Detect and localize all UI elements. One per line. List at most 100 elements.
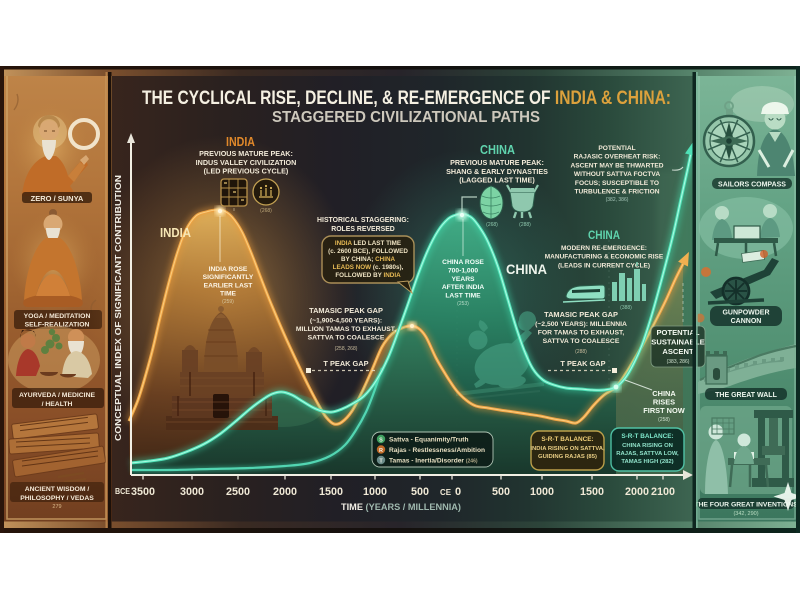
svg-text:ASCENT: ASCENT — [662, 347, 694, 356]
svg-text:Sattva - Equanimity/Truth: Sattva - Equanimity/Truth — [389, 437, 469, 444]
svg-text:TIME (YEARS / MILLENNIA): TIME (YEARS / MILLENNIA) — [341, 502, 461, 513]
svg-text:SATTVA TO COALESCE: SATTVA TO COALESCE — [543, 338, 620, 345]
svg-text:(253): (253) — [457, 301, 469, 307]
svg-text:INDIA RISING ON SATTVA,: INDIA RISING ON SATTVA, — [530, 446, 605, 452]
svg-text:(342, 290): (342, 290) — [733, 511, 758, 517]
svg-text:STAGGERED CIVILIZATIONAL PATHS: STAGGERED CIVILIZATIONAL PATHS — [272, 109, 540, 126]
svg-text:(288): (288) — [575, 349, 587, 355]
svg-text:3500: 3500 — [131, 486, 155, 498]
svg-text:RAJASIC OVERHEAT RISK:: RAJASIC OVERHEAT RISK: — [574, 154, 661, 161]
svg-text:INDIA LED LAST TIME: INDIA LED LAST TIME — [335, 240, 401, 247]
svg-text:CHINA: CHINA — [588, 230, 620, 242]
svg-text:(258): (258) — [658, 417, 670, 423]
svg-text:SUSTAINABLE: SUSTAINABLE — [651, 338, 704, 347]
svg-text:TURBULENCE & FRICTION: TURBULENCE & FRICTION — [575, 189, 660, 196]
svg-text:ZERO / SUNYA: ZERO / SUNYA — [31, 194, 84, 203]
svg-text:TAMASIC PEAK GAP: TAMASIC PEAK GAP — [309, 306, 383, 315]
svg-text:ROLES REVERSED: ROLES REVERSED — [331, 226, 395, 233]
svg-text:S: S — [379, 437, 383, 443]
svg-text:2000: 2000 — [273, 486, 297, 498]
svg-text:THE FOUR GREAT INVENTIONS: THE FOUR GREAT INVENTIONS — [694, 502, 798, 509]
svg-text:HISTORICAL STAGGERING:: HISTORICAL STAGGERING: — [317, 217, 409, 224]
svg-text:2500: 2500 — [226, 486, 250, 498]
svg-text:0: 0 — [455, 486, 461, 498]
svg-text:FIRST NOW: FIRST NOW — [643, 406, 684, 415]
svg-text:T: T — [379, 458, 383, 464]
svg-text:CHINA: CHINA — [652, 389, 676, 398]
svg-text:POTENTIAL: POTENTIAL — [656, 328, 699, 337]
svg-text:/ HEALTH: / HEALTH — [42, 401, 73, 408]
svg-text:CANNON: CANNON — [731, 318, 762, 325]
svg-text:CHINA RISING ON: CHINA RISING ON — [622, 443, 673, 449]
svg-text:1500: 1500 — [580, 486, 604, 498]
svg-text:SHANG & EARLY DYNASTIES: SHANG & EARLY DYNASTIES — [446, 167, 548, 176]
svg-text:LEADS NOW (c. 1980s),: LEADS NOW (c. 1980s), — [333, 264, 404, 271]
svg-text:AFTER INDIA: AFTER INDIA — [442, 284, 485, 291]
svg-text:T PEAK GAP: T PEAK GAP — [560, 359, 605, 368]
svg-text:CHINA: CHINA — [506, 262, 547, 277]
svg-text:Tamas - Inertia/Disorder (246): Tamas - Inertia/Disorder (246) — [389, 458, 478, 465]
svg-text:BCE: BCE — [115, 487, 131, 496]
svg-text:500: 500 — [411, 486, 429, 498]
svg-text:500: 500 — [492, 486, 510, 498]
svg-text:THE GREAT WALL: THE GREAT WALL — [715, 392, 777, 399]
svg-text:INDUS VALLEY CIVILIZATION: INDUS VALLEY CIVILIZATION — [196, 158, 297, 167]
svg-text:R: R — [379, 448, 383, 454]
svg-text:(288): (288) — [519, 222, 531, 228]
svg-text:(LED PREVIOUS CYCLE): (LED PREVIOUS CYCLE) — [204, 167, 289, 176]
svg-text:(c. 2600 BCE), FOLLOWED: (c. 2600 BCE), FOLLOWED — [328, 248, 408, 255]
svg-text:Rajas - Restlessness/Ambition: Rajas - Restlessness/Ambition — [389, 447, 485, 454]
svg-text:YOGA / MEDITATION: YOGA / MEDITATION — [24, 313, 91, 320]
svg-text:FOLLOWED BY INDIA: FOLLOWED BY INDIA — [335, 272, 401, 279]
svg-text:(LEADS IN CURRENT CYCLE): (LEADS IN CURRENT CYCLE) — [558, 262, 650, 269]
svg-text:GUNPOWDER: GUNPOWDER — [722, 310, 769, 317]
svg-text:CONCEPTUAL INDEX OF SIGNIFICAN: CONCEPTUAL INDEX OF SIGNIFICANT CONTRIBU… — [113, 175, 123, 441]
svg-text:ASCENT MAY BE THWARTED: ASCENT MAY BE THWARTED — [570, 162, 663, 169]
svg-text:BY CHINA; CHINA: BY CHINA; CHINA — [341, 256, 396, 263]
svg-text:CHINA ROSE: CHINA ROSE — [442, 259, 484, 266]
svg-text:YEARS: YEARS — [451, 276, 475, 283]
svg-text:1000: 1000 — [530, 486, 554, 498]
svg-text:(383, 286): (383, 286) — [667, 359, 690, 365]
svg-text:(268): (268) — [486, 222, 498, 228]
svg-text:TAMASIC PEAK GAP: TAMASIC PEAK GAP — [544, 310, 618, 319]
svg-text:AYURVEDA / MEDICINE: AYURVEDA / MEDICINE — [19, 392, 96, 399]
svg-text:CHINA: CHINA — [480, 143, 515, 157]
svg-text:PHILOSOPHY / VEDAS: PHILOSOPHY / VEDAS — [20, 495, 94, 502]
svg-text:THE CYCLICAL RISE, DECLINE, &: THE CYCLICAL RISE, DECLINE, & RE-EMERGEN… — [142, 88, 671, 109]
svg-text:FOR TAMAS TO EXHAUST,: FOR TAMAS TO EXHAUST, — [538, 330, 625, 337]
svg-text:2000: 2000 — [625, 486, 649, 498]
svg-text:PREVIOUS MATURE PEAK:: PREVIOUS MATURE PEAK: — [199, 149, 293, 158]
svg-text:POTENTIAL: POTENTIAL — [598, 145, 635, 152]
svg-text:(268): (268) — [260, 208, 272, 214]
svg-text:SATTVA TO COALESCE: SATTVA TO COALESCE — [308, 335, 385, 342]
svg-text:(388): (388) — [620, 305, 632, 311]
svg-text:INDIA: INDIA — [160, 226, 191, 240]
svg-text:(259): (259) — [222, 299, 234, 305]
svg-text:SAILORS COMPASS: SAILORS COMPASS — [718, 182, 786, 189]
svg-text:FOCUS; SUSCEPTIBLE TO: FOCUS; SUSCEPTIBLE TO — [575, 180, 659, 187]
svg-text:WITHOUT SATTVA FOCTVA: WITHOUT SATTVA FOCTVA — [574, 171, 660, 178]
svg-text:(258, 268): (258, 268) — [335, 346, 358, 352]
svg-text:ANCIENT WISDOM /: ANCIENT WISDOM / — [25, 486, 90, 493]
svg-text:279: 279 — [52, 504, 61, 510]
svg-text:(382, 386): (382, 386) — [606, 197, 629, 203]
svg-text:S-R-T BALANCE:: S-R-T BALANCE: — [621, 433, 673, 440]
svg-text:MODERN RE-EMERGENCE:: MODERN RE-EMERGENCE: — [561, 245, 647, 252]
svg-text:TAMAS HIGH (282): TAMAS HIGH (282) — [621, 459, 673, 465]
svg-text:EARLIER LAST: EARLIER LAST — [204, 282, 254, 289]
svg-text:MILLION TAMAS TO EXHAUST,: MILLION TAMAS TO EXHAUST, — [296, 326, 396, 333]
svg-text:TIME: TIME — [220, 291, 237, 298]
svg-text:MANUFACTURING & ECONOMIC RISE: MANUFACTURING & ECONOMIC RISE — [545, 254, 664, 261]
svg-text:(~2,500 YEARS): MILLENNIA: (~2,500 YEARS): MILLENNIA — [535, 321, 627, 328]
svg-text:700-1,000: 700-1,000 — [448, 267, 478, 274]
svg-text:RAJAS, SATTVA LOW,: RAJAS, SATTVA LOW, — [616, 451, 679, 457]
svg-text:GUIDING RAJAS (85): GUIDING RAJAS (85) — [538, 454, 597, 460]
svg-text:S-R-T BALANCE:: S-R-T BALANCE: — [541, 436, 593, 443]
svg-text:(~1,900-4,500 YEARS):: (~1,900-4,500 YEARS): — [310, 318, 382, 325]
svg-text:INDIA: INDIA — [226, 135, 255, 149]
svg-text:T PEAK GAP: T PEAK GAP — [323, 359, 368, 368]
svg-text:INDIA ROSE: INDIA ROSE — [209, 266, 248, 273]
svg-text:PREVIOUS MATURE PEAK:: PREVIOUS MATURE PEAK: — [450, 158, 544, 167]
svg-text:2100: 2100 — [651, 486, 675, 498]
